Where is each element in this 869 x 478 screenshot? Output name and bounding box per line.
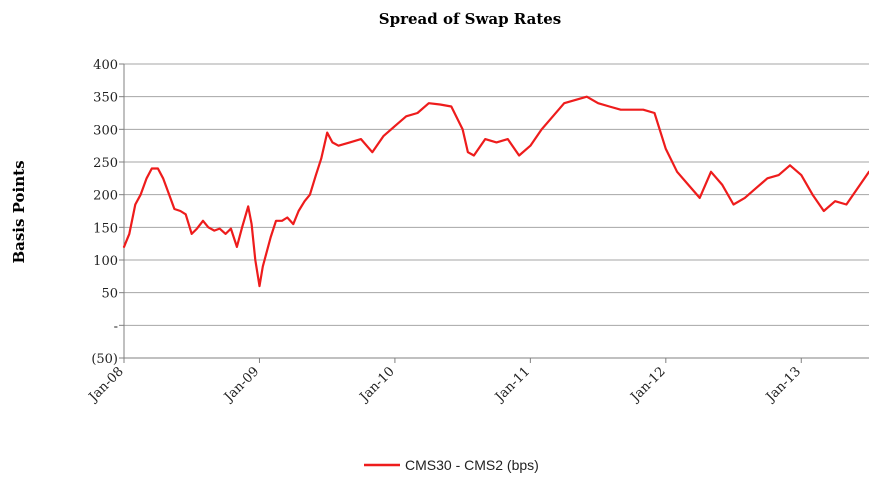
y-tick-label: 350 bbox=[93, 91, 118, 106]
y-tick-label: 200 bbox=[93, 189, 118, 204]
gridlines bbox=[124, 63, 869, 359]
axes bbox=[123, 64, 869, 359]
x-tick-label: Jan-08 bbox=[85, 364, 127, 406]
y-tick-label: 100 bbox=[93, 254, 118, 269]
legend-label: CMS30 - CMS2 (bps) bbox=[405, 457, 539, 473]
series-layer bbox=[122, 95, 869, 288]
x-tick-label: Jan-13 bbox=[762, 364, 804, 406]
series-line bbox=[122, 95, 869, 288]
y-tick-label: 300 bbox=[93, 123, 118, 138]
chart-title: Spread of Swap Rates bbox=[379, 10, 562, 28]
legend: CMS30 - CMS2 (bps) bbox=[364, 457, 539, 473]
x-axis-ticks: Jan-08 Jan-09 Jan-10 Jan-11 Jan-12 Jan-13 bbox=[85, 358, 804, 406]
y-tick-label: 250 bbox=[93, 156, 118, 171]
y-tick-label: 50 bbox=[101, 287, 118, 302]
y-tick-label: 150 bbox=[93, 221, 118, 236]
x-tick-label: Jan-12 bbox=[627, 364, 669, 406]
y-tick-label: (50) bbox=[91, 352, 118, 367]
y-axis-ticks: 400 350 300 250 200 150 100 50 - (50) bbox=[91, 58, 124, 367]
y-tick-label: - bbox=[114, 319, 118, 334]
y-tick-label: 400 bbox=[93, 58, 118, 73]
y-axis-label: Basis Points bbox=[10, 160, 28, 263]
x-tick-label: Jan-10 bbox=[356, 364, 398, 406]
x-tick-label: Jan-09 bbox=[220, 364, 262, 406]
x-tick-label: Jan-11 bbox=[491, 364, 533, 406]
